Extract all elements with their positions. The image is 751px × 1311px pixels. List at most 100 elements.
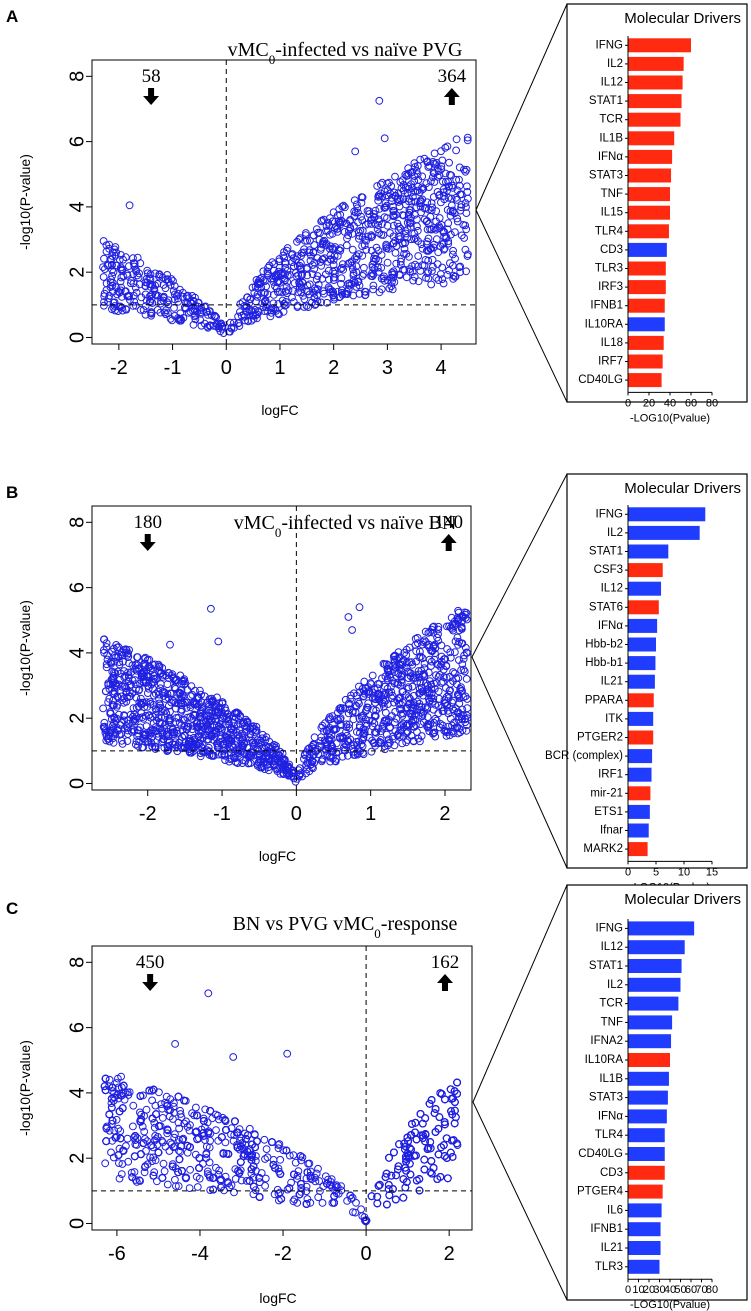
data-point (140, 730, 148, 739)
data-point (435, 191, 443, 200)
data-point (421, 703, 430, 711)
data-point (426, 720, 435, 729)
data-point (298, 278, 307, 287)
drivers-x-tick-label: 60 (685, 1284, 697, 1296)
x-tick-label: 2 (439, 803, 450, 825)
data-point (397, 700, 405, 709)
data-point (151, 742, 160, 751)
driver-label: IFNα (598, 151, 624, 163)
driver-bar (628, 1090, 668, 1105)
drivers-x-tick-label: 0 (625, 397, 631, 409)
x-tick-label: 2 (444, 1243, 455, 1265)
data-point (150, 674, 158, 683)
data-point (105, 240, 113, 249)
data-point (192, 1103, 200, 1112)
data-point (147, 1141, 156, 1150)
data-point (119, 657, 127, 666)
data-point (158, 737, 167, 746)
data-point (347, 1195, 356, 1203)
data-point (417, 208, 426, 217)
data-point (145, 274, 154, 283)
data-point (125, 646, 134, 654)
data-point (361, 220, 370, 229)
data-point (297, 251, 306, 260)
data-point (432, 671, 440, 680)
panel-letter: B (6, 483, 18, 502)
data-point (212, 1126, 220, 1134)
data-point (109, 696, 117, 705)
data-point (150, 691, 158, 700)
data-point (352, 252, 361, 261)
data-point (168, 316, 176, 325)
data-point (113, 643, 121, 652)
data-point (266, 748, 275, 757)
data-point (234, 749, 243, 758)
data-point (257, 283, 266, 292)
data-point (457, 203, 466, 212)
data-point (414, 182, 422, 191)
data-point (395, 1140, 403, 1149)
data-point (183, 1141, 192, 1150)
data-point (133, 653, 142, 662)
data-point (170, 312, 179, 320)
data-point (331, 757, 340, 765)
data-point (245, 1124, 254, 1133)
data-point (196, 308, 205, 317)
data-point (419, 718, 428, 726)
driver-label: STAT3 (589, 170, 623, 182)
driver-bar (628, 373, 662, 388)
data-point (427, 1169, 436, 1178)
data-point (152, 727, 160, 736)
data-point (123, 651, 132, 659)
data-point (456, 262, 465, 271)
driver-label: ETS1 (594, 806, 623, 818)
driver-label: TLR4 (595, 225, 624, 237)
data-point (295, 279, 304, 288)
data-point (355, 723, 364, 732)
drivers-x-tick-label: 5 (653, 866, 659, 878)
driver-bar (628, 1184, 663, 1199)
data-point (139, 1139, 148, 1147)
data-point (133, 661, 142, 670)
data-point (108, 676, 116, 685)
x-tick-label: 0 (291, 803, 302, 825)
x-axis-label: logFC (259, 1290, 296, 1306)
data-point (428, 623, 437, 632)
data-point (101, 1086, 110, 1095)
data-point (434, 709, 443, 718)
data-point (316, 258, 325, 266)
data-point (377, 285, 386, 294)
data-point (169, 287, 178, 296)
driver-label: STAT1 (589, 960, 623, 972)
data-point (171, 676, 180, 684)
data-point (102, 1137, 111, 1146)
data-point (179, 676, 188, 685)
data-point (338, 260, 347, 269)
data-point (391, 249, 400, 257)
data-point (173, 742, 182, 751)
driver-bar (628, 1109, 667, 1124)
data-point (402, 273, 411, 282)
data-point (432, 207, 441, 216)
data-point (444, 239, 453, 248)
data-point (323, 1179, 331, 1188)
data-point (210, 732, 219, 741)
data-point (392, 259, 401, 268)
data-point (401, 1163, 410, 1172)
data-point (141, 282, 150, 290)
data-point (171, 685, 180, 693)
driver-label: IFNα (598, 1110, 624, 1122)
data-point (453, 617, 462, 626)
data-point (373, 182, 382, 190)
data-point (269, 291, 278, 299)
driver-label: STAT1 (589, 95, 623, 107)
data-point (99, 263, 107, 272)
data-point (455, 694, 464, 703)
drivers-title: Molecular Drivers (624, 10, 741, 27)
data-point (431, 160, 440, 169)
data-point (151, 1156, 160, 1165)
data-point (375, 217, 384, 226)
data-point (129, 1122, 137, 1131)
